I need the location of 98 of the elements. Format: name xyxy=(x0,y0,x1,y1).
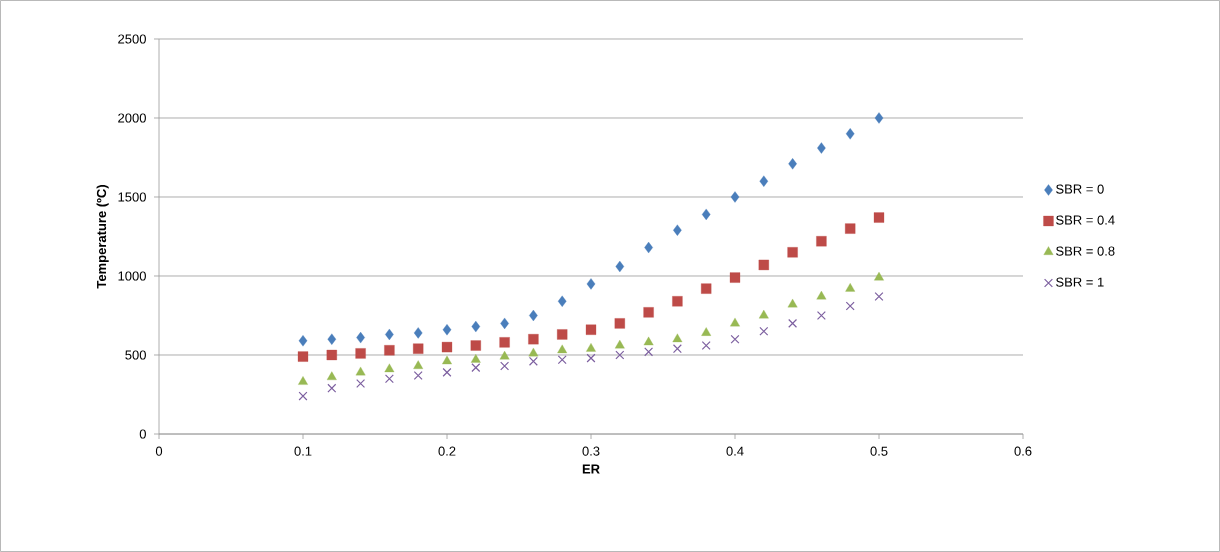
point xyxy=(701,283,712,294)
point xyxy=(614,339,625,349)
point xyxy=(413,371,423,381)
point xyxy=(471,320,481,333)
y-tick-label: 1500 xyxy=(118,192,146,202)
point xyxy=(701,341,711,351)
point xyxy=(499,337,510,348)
legend-label: SBR = 0.4 xyxy=(1056,215,1115,225)
point xyxy=(298,335,308,347)
point xyxy=(413,327,423,339)
point xyxy=(787,298,798,308)
point xyxy=(701,208,711,221)
point xyxy=(643,307,654,318)
x-tick-label: 0.3 xyxy=(582,446,600,456)
x-tick-label: 0.2 xyxy=(438,446,456,456)
point xyxy=(759,326,769,336)
point xyxy=(729,272,741,283)
point xyxy=(470,340,481,351)
point xyxy=(557,355,567,365)
point xyxy=(557,295,567,307)
point xyxy=(759,175,769,187)
point xyxy=(816,311,826,320)
x-tick-label: 0 xyxy=(155,446,163,456)
point xyxy=(528,347,539,357)
x-tick-label: 0.4 xyxy=(726,446,744,456)
point xyxy=(644,347,654,357)
x-tick-label: 0.1 xyxy=(294,446,312,456)
point xyxy=(586,278,596,290)
point xyxy=(413,343,424,354)
point xyxy=(873,212,885,223)
point xyxy=(355,366,366,376)
point xyxy=(730,317,740,327)
point xyxy=(442,324,452,336)
point xyxy=(298,391,308,401)
point xyxy=(788,158,797,170)
point xyxy=(500,361,510,371)
point xyxy=(586,353,596,363)
point xyxy=(528,356,538,366)
point xyxy=(557,344,568,354)
x-axis-title: ER xyxy=(582,464,600,474)
point xyxy=(816,236,827,247)
point xyxy=(586,343,596,352)
x-tick-label: 0.5 xyxy=(870,446,888,456)
point xyxy=(672,344,682,354)
point xyxy=(413,360,424,369)
point xyxy=(673,224,682,236)
y-axis-title: Temperature (ºC) xyxy=(96,185,109,289)
point xyxy=(874,292,884,302)
point xyxy=(327,333,337,345)
point xyxy=(615,350,625,360)
point xyxy=(788,318,798,328)
point xyxy=(384,345,395,356)
point xyxy=(384,363,395,373)
y-tick-label: 1000 xyxy=(118,271,146,281)
point xyxy=(845,223,856,234)
point xyxy=(643,336,654,346)
point xyxy=(874,112,884,124)
point xyxy=(326,349,337,361)
point xyxy=(327,383,337,393)
point xyxy=(817,142,826,154)
point xyxy=(442,367,452,377)
point xyxy=(730,191,740,203)
point xyxy=(730,334,740,344)
point xyxy=(585,324,597,335)
point xyxy=(298,376,308,385)
point xyxy=(326,371,337,381)
point xyxy=(614,318,625,329)
point xyxy=(499,350,510,360)
legend-label: SBR = 0 xyxy=(1056,184,1104,194)
point xyxy=(672,333,683,343)
point xyxy=(356,378,366,388)
point xyxy=(672,296,683,307)
point xyxy=(528,334,539,345)
point xyxy=(355,348,366,359)
y-tick-label: 0 xyxy=(139,429,146,439)
point xyxy=(758,259,769,271)
point xyxy=(557,329,568,340)
point xyxy=(442,355,452,365)
point xyxy=(874,271,884,281)
point xyxy=(701,327,712,336)
y-tick-label: 2000 xyxy=(118,113,146,123)
point xyxy=(787,247,798,258)
point xyxy=(758,309,769,319)
point xyxy=(384,374,394,384)
point xyxy=(615,260,625,273)
y-tick-label: 2500 xyxy=(118,34,146,44)
x-tick-label: 0.6 xyxy=(1014,446,1032,456)
point xyxy=(816,290,827,300)
point xyxy=(297,351,309,362)
legend-label: SBR = 0.8 xyxy=(1056,246,1115,256)
point xyxy=(441,341,453,353)
legend-label: SBR = 1 xyxy=(1056,277,1104,287)
point xyxy=(471,363,481,373)
point xyxy=(470,354,481,363)
point xyxy=(845,301,855,311)
y-tick-label: 500 xyxy=(125,350,146,360)
point xyxy=(845,128,855,140)
point xyxy=(845,282,856,292)
